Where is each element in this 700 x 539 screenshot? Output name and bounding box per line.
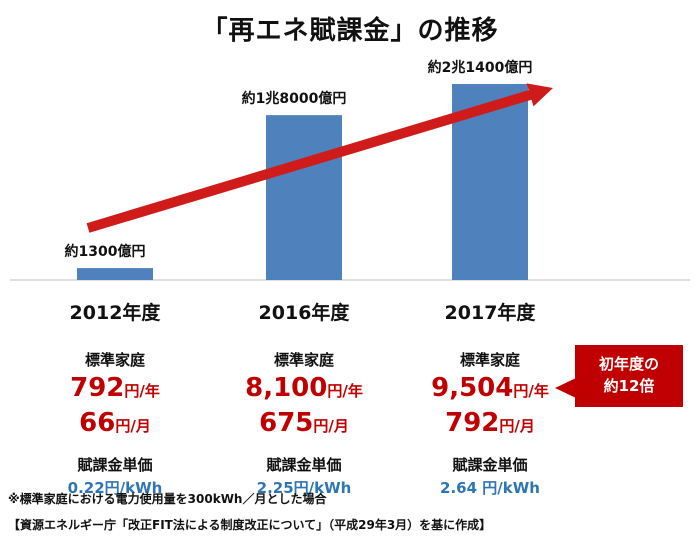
yearly-charge: 792円/年 <box>5 374 225 405</box>
data-label-2017年度: 約2兆1400億円 <box>428 59 533 76</box>
callout-line-2: 約12倍 <box>603 377 655 395</box>
callout-badge: 初年度の 約12倍 <box>575 345 683 407</box>
monthly-charge: 66円/月 <box>5 409 225 440</box>
yearly-charge-value: 792 <box>70 373 125 403</box>
column-2012: 2012年度 標準家庭 792円/年 66円/月 賦課金単価 0.22円/kWh <box>5 298 225 498</box>
yearly-charge-value: 9,504 <box>431 373 514 403</box>
data-label-2016年度: 約1兆8000億円 <box>242 90 347 107</box>
unit-price-label: 賦課金単価 <box>77 456 153 474</box>
year-label: 2016年度 <box>258 302 350 324</box>
monthly-charge: 792円/月 <box>380 409 600 440</box>
yearly-charge: 9,504円/年 <box>380 374 600 405</box>
monthly-charge-value: 675 <box>259 408 314 438</box>
unit-price-label: 賦課金単価 <box>452 456 528 474</box>
footnote: ※標準家庭における電力使用量を300kWh／月とした場合 <box>8 492 327 506</box>
yearly-charge-unit: 円/年 <box>327 382 363 400</box>
unit-price-value: 2.25円/kWh <box>256 479 352 497</box>
yearly-charge: 8,100円/年 <box>194 374 414 405</box>
column-2017: 2017年度 標準家庭 9,504円/年 792円/月 賦課金単価 2.64 円… <box>380 298 600 498</box>
monthly-charge: 675円/月 <box>194 409 414 440</box>
year-label: 2017年度 <box>444 302 536 324</box>
trend-arrow <box>86 83 553 233</box>
unit-price-value: 2.64 円/kWh <box>440 479 540 497</box>
unit-price-label: 賦課金単価 <box>266 456 342 474</box>
yearly-charge-unit: 円/年 <box>124 382 160 400</box>
standard-household-label: 標準家庭 <box>84 351 145 369</box>
unit-price-value: 0.22円/kWh <box>67 479 163 497</box>
callout-pointer <box>555 378 576 398</box>
monthly-charge-value: 792 <box>445 408 500 438</box>
column-2016: 2016年度 標準家庭 8,100円/年 675円/月 賦課金単価 2.25円/… <box>194 298 414 498</box>
source-note: 【資源エネルギー庁「改正FIT法による制度改正について」（平成29年3月）を基に… <box>8 518 492 532</box>
monthly-charge-unit: 円/月 <box>115 417 151 435</box>
monthly-charge-unit: 円/月 <box>313 417 349 435</box>
bar-2016年度 <box>266 115 342 280</box>
callout-line-1: 初年度の <box>598 355 659 373</box>
year-label: 2012年度 <box>69 302 161 324</box>
yearly-charge-value: 8,100 <box>245 373 328 403</box>
data-label-2012年度: 約1300億円 <box>65 243 146 260</box>
bar-chart: 約1300億円 約1兆8000億円 約2兆1400億円 <box>10 59 690 281</box>
standard-household-label: 標準家庭 <box>459 351 520 369</box>
yearly-charge-unit: 円/年 <box>513 382 549 400</box>
monthly-charge-unit: 円/月 <box>499 417 535 435</box>
standard-household-label: 標準家庭 <box>273 351 334 369</box>
bar-2012年度 <box>77 268 153 280</box>
chart-title: 「再エネ賦課金」の推移 <box>201 16 499 46</box>
monthly-charge-value: 66 <box>79 408 116 438</box>
